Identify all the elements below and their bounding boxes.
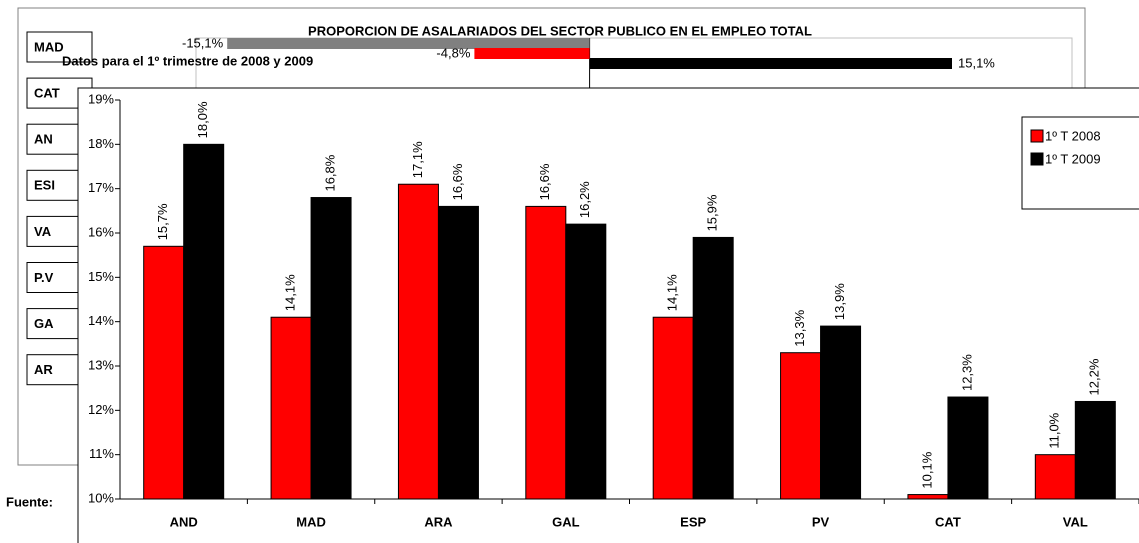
category-label: P.V: [34, 270, 54, 285]
category-box: [26, 31, 93, 63]
value-label: 13,3%: [792, 309, 807, 346]
legend-label: 1º T 2008: [1045, 128, 1101, 143]
value-label: 16,6%: [450, 163, 465, 200]
y-tick-label: 18%: [88, 136, 114, 151]
value-label: 13,9%: [832, 283, 847, 320]
value-label: 15,7%: [155, 203, 170, 240]
bar: [183, 143, 225, 500]
bar: [780, 352, 822, 500]
y-tick-label: 15%: [88, 269, 114, 284]
category-label: MAD: [34, 39, 64, 54]
bar: [397, 183, 439, 500]
value-label: -4,8%: [436, 45, 470, 60]
y-tick-label: 13%: [88, 357, 114, 372]
legend-swatch: [1030, 129, 1044, 143]
legend-swatch: [1030, 152, 1044, 166]
value-label: 16,6%: [537, 163, 552, 200]
x-tick-label: VAL: [1063, 514, 1088, 529]
bar: [525, 205, 567, 500]
bar: [143, 245, 185, 500]
bar: [947, 396, 989, 500]
bar: [474, 48, 590, 59]
value-label: 15,1%: [958, 55, 995, 70]
value-label: 16,8%: [323, 154, 338, 191]
x-tick-label: GAL: [552, 514, 580, 529]
y-tick-label: 16%: [88, 224, 114, 239]
x-tick-label: AND: [170, 514, 198, 529]
chart-subtitle: Datos para el 1º trimestre de 2008 y 200…: [62, 53, 313, 68]
value-label: 16,2%: [577, 181, 592, 218]
category-label: AR: [34, 362, 53, 377]
y-tick-label: 12%: [88, 402, 114, 417]
value-label: 10,1%: [919, 451, 934, 488]
value-label: 17,1%: [410, 141, 425, 178]
y-tick-label: 14%: [88, 313, 114, 328]
category-label: GA: [34, 316, 54, 331]
bar: [227, 38, 590, 49]
x-tick-label: PV: [812, 514, 830, 529]
bar: [589, 58, 952, 69]
bar: [437, 205, 479, 500]
bar: [907, 494, 949, 500]
value-label: 18,0%: [195, 101, 210, 138]
x-tick-label: CAT: [935, 514, 961, 529]
value-label: 12,2%: [1087, 358, 1102, 395]
y-tick-label: 10%: [88, 490, 114, 505]
y-tick-label: 19%: [88, 91, 114, 106]
legend-label: 1º T 2009: [1045, 151, 1101, 166]
bar: [270, 316, 312, 500]
source-note: Fuente:: [6, 494, 53, 509]
value-label: 14,1%: [665, 274, 680, 311]
bar: [652, 316, 694, 500]
y-tick-label: 17%: [88, 180, 114, 195]
bar: [1074, 400, 1116, 500]
category-label: VA: [34, 224, 52, 239]
value-label: -15,1%: [182, 35, 224, 50]
category-label: AN: [34, 132, 53, 147]
value-label: 11,0%: [1047, 412, 1062, 448]
bar: [565, 223, 607, 500]
bar: [310, 197, 352, 500]
bar: [692, 236, 734, 500]
x-tick-label: ESP: [680, 514, 706, 529]
bar: [1034, 454, 1076, 500]
bar: [820, 325, 862, 500]
x-tick-label: MAD: [296, 514, 326, 529]
category-label: CAT: [34, 86, 60, 101]
chart-title: PROPORCION DE ASALARIADOS DEL SECTOR PUB…: [308, 23, 812, 38]
x-tick-label: ARA: [424, 514, 453, 529]
category-label: ESI: [34, 178, 55, 193]
value-label: 12,3%: [959, 354, 974, 391]
value-label: 14,1%: [283, 274, 298, 311]
y-tick-label: 11%: [89, 446, 114, 461]
value-label: 15,9%: [705, 194, 720, 231]
